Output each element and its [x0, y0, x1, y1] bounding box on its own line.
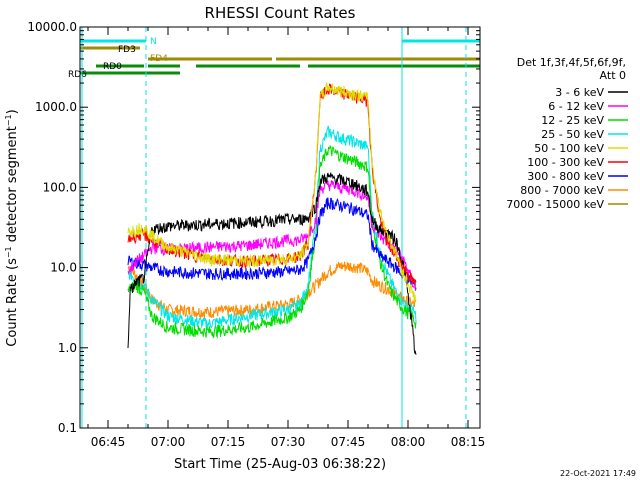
flag-label-rd0: RD0: [103, 62, 122, 72]
flag-label-n: N: [150, 37, 157, 47]
legend-label-5: 100 - 300 keV: [527, 156, 604, 169]
legend-title-line-1: Att 0: [600, 69, 626, 82]
legend-label-1: 6 - 12 keV: [548, 100, 604, 113]
flag-label-fd3: FD3: [118, 45, 136, 55]
timestamp-footer: 22-Oct-2021 17:49: [560, 469, 636, 478]
x-tick-label-2: 07:15: [211, 435, 246, 449]
y-tick-label-1: 1.0: [58, 341, 77, 355]
x-tick-label-5: 08:00: [391, 435, 426, 449]
flag-label-rd6: RD6: [68, 70, 87, 80]
legend-title-line-0: Det 1f,3f,4f,5f,6f,9f,: [517, 56, 626, 69]
x-tick-label-4: 07:45: [331, 435, 366, 449]
y-tick-label-4: 1000.0: [35, 100, 77, 114]
legend-label-3: 25 - 50 keV: [541, 128, 604, 141]
x-axis-label: Start Time (25-Aug-03 06:38:22): [174, 457, 386, 472]
series-line-6: [127, 197, 417, 291]
series-line-2: [127, 145, 417, 339]
legend-label-8: 7000 - 15000 keV: [506, 198, 604, 211]
legend-label-0: 3 - 6 keV: [555, 86, 604, 99]
series-line-5: [127, 83, 417, 286]
x-tick-label-3: 07:30: [271, 435, 306, 449]
legend-label-6: 300 - 800 keV: [527, 170, 604, 183]
y-tick-label-3: 100.0: [43, 180, 77, 194]
series-line-0: [127, 172, 417, 355]
y-tick-label-0: 0.1: [58, 421, 77, 435]
series-line-4: [127, 81, 417, 302]
legend-label-7: 800 - 7000 keV: [520, 184, 604, 197]
flag-label-fd4: FD4: [150, 54, 168, 64]
y-tick-label-5: 10000.0: [27, 20, 77, 34]
y-tick-label-2: 10.0: [50, 261, 77, 275]
x-tick-label-6: 08:15: [451, 435, 486, 449]
x-tick-label-1: 07:00: [151, 435, 186, 449]
x-tick-label-0: 06:45: [91, 435, 126, 449]
y-axis-label: Count Rate (s−1 detector segment−1): [4, 109, 20, 346]
series-line-3: [127, 125, 417, 330]
legend-label-4: 50 - 100 keV: [534, 142, 604, 155]
plot-frame: [79, 26, 481, 429]
x-axis: 06:45 07:00 07:15 07:30 07:45 08:00 08:15: [87, 27, 486, 449]
y-axis: 0.1 1.0 10.0 100.0 1000.0 10000.0: [27, 20, 480, 435]
plot-area: N FD3 FD4 RD0 RD6: [68, 26, 481, 429]
legend-label-2: 12 - 25 keV: [541, 114, 604, 127]
chart-title: RHESSI Count Rates: [205, 4, 356, 22]
